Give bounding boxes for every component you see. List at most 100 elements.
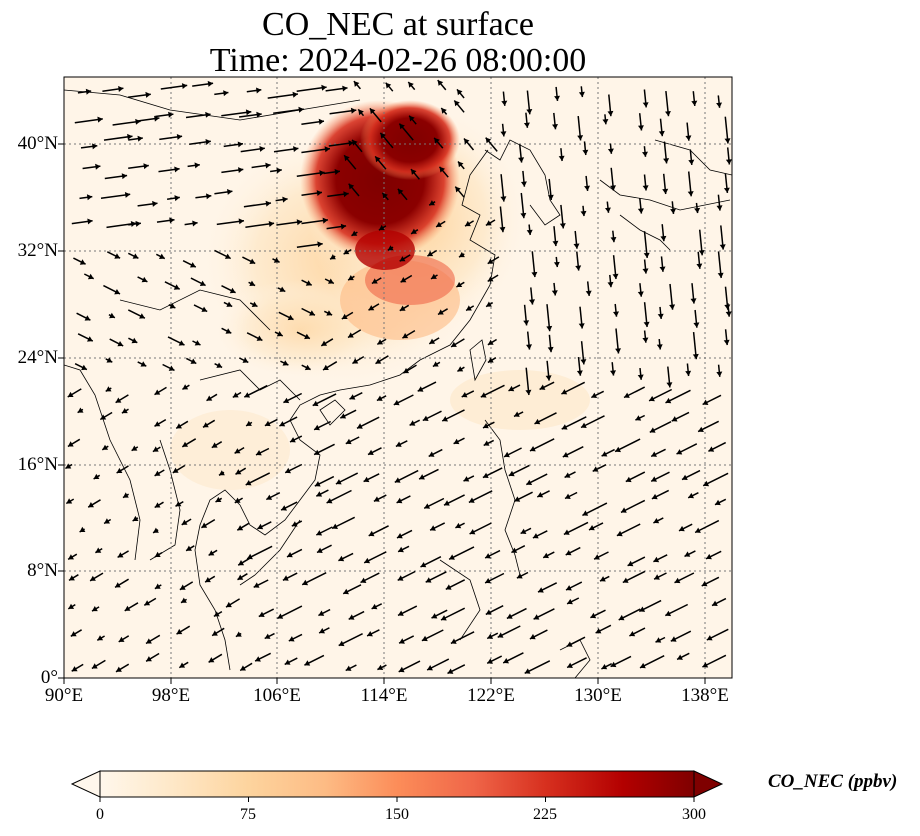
wind-arrow-head <box>205 111 211 118</box>
wind-arrow-head <box>520 212 527 219</box>
wind-arrow-head <box>497 632 504 638</box>
wind-arrow-head <box>256 87 262 94</box>
wind-arrow-head <box>68 603 75 609</box>
wind-arrow-head <box>77 407 84 413</box>
wind-arrow-head <box>523 320 530 326</box>
wind-arrow-head <box>238 167 244 173</box>
wind-arrow-head <box>409 115 415 122</box>
wind-arrow-head <box>455 522 462 529</box>
wind-arrow-head <box>612 273 619 279</box>
wind-arrow-head <box>483 423 489 429</box>
wind-arrow-head <box>208 657 215 663</box>
wind-arrow-head <box>317 547 323 553</box>
wind-arrow-head <box>677 654 683 660</box>
wind-arrow-head <box>531 271 538 278</box>
wind-arrow-head <box>176 423 182 429</box>
wind-arrow-head <box>487 276 494 282</box>
wind-arrow-head <box>499 226 506 233</box>
wind-arrow-head <box>173 284 180 290</box>
wind-arrow-head <box>369 108 376 115</box>
wind-arrow-head <box>152 446 159 452</box>
wind-arrow-head <box>666 382 673 388</box>
wind-arrow-head <box>395 441 402 447</box>
wind-arrow-head <box>256 111 262 118</box>
lat-tick-label: 40°N <box>17 133 58 154</box>
wind-arrow-head <box>400 277 407 283</box>
wind-arrow-head <box>530 446 536 452</box>
wind-arrow-head <box>340 413 347 419</box>
wind-arrow-head <box>237 525 244 531</box>
wind-arrow-head <box>468 497 475 503</box>
wind-arrow-head <box>402 333 409 339</box>
wind-arrow-head <box>348 332 354 338</box>
wind-arrow-head <box>92 606 98 612</box>
wind-arrow-head <box>561 389 568 395</box>
wind-arrow-head <box>500 131 507 137</box>
lat-tick-label: 24°N <box>17 347 58 368</box>
wind-arrow-head <box>465 220 471 227</box>
wind-arrow-head <box>208 550 215 556</box>
wind-arrow-head <box>561 424 568 430</box>
wind-arrow-head <box>430 525 436 531</box>
wind-arrow-head <box>627 560 634 567</box>
wind-arrow-head <box>279 421 286 427</box>
wind-arrow-head <box>265 162 271 169</box>
wind-arrow-head <box>694 207 701 214</box>
wind-arrow-head <box>424 503 431 509</box>
wind-arrow-head <box>693 322 700 328</box>
wind-arrow-head <box>224 253 231 259</box>
wind-arrow-head <box>304 660 311 666</box>
wind-arrow-head <box>352 358 359 364</box>
wind-arrow-head <box>660 235 667 242</box>
wind-arrow-head <box>314 449 320 455</box>
wind-arrow-head <box>215 496 222 502</box>
wind-arrow-head <box>716 205 723 211</box>
wind-arrow-head <box>353 81 360 87</box>
wind-arrow-head <box>139 313 145 319</box>
wind-arrow-head <box>690 298 697 304</box>
wind-arrow-head <box>461 392 468 398</box>
wind-arrow-head <box>116 467 123 473</box>
wind-arrow-head <box>580 210 587 217</box>
wind-arrow-head <box>334 169 340 175</box>
lat-tick-label: 32°N <box>17 240 58 261</box>
wind-arrow-head <box>287 314 294 321</box>
wind-arrow-head <box>483 440 490 446</box>
wind-arrow-head <box>436 221 442 227</box>
wind-arrow-head <box>330 254 336 260</box>
wind-arrow-head <box>545 375 552 381</box>
wind-arrow-head <box>526 109 533 115</box>
wind-arrow-head <box>115 582 121 588</box>
wind-arrow-head <box>319 628 325 634</box>
wind-arrow-head <box>610 370 616 376</box>
wind-arrow-head <box>314 481 321 487</box>
wind-arrow-head <box>146 638 152 644</box>
wind-arrow-head <box>348 614 355 620</box>
wind-arrow-head <box>357 423 363 429</box>
wind-arrow-head <box>87 336 93 342</box>
wind-arrow-head <box>90 575 96 581</box>
wind-arrow-head <box>127 133 133 140</box>
wind-arrow-head <box>121 408 128 414</box>
wind-arrow-head <box>298 106 304 113</box>
wind-arrow-head <box>456 281 463 287</box>
wind-arrow-head <box>665 111 671 117</box>
wind-arrow-head <box>79 526 86 532</box>
lon-tick-label: 138°E <box>681 685 729 706</box>
wind-arrow-head <box>691 100 698 106</box>
wind-arrow-head <box>264 420 271 427</box>
wind-arrow-head <box>665 610 672 617</box>
wind-arrow-head <box>154 583 161 589</box>
wind-arrow-head <box>639 606 646 612</box>
wind-arrow-head <box>525 389 532 395</box>
wind-arrow-head <box>264 633 271 639</box>
colorbar-label: CO_NEC (ppbv) <box>768 771 898 792</box>
wind-arrow-head <box>240 665 246 671</box>
wind-arrow-head <box>658 130 665 137</box>
wind-arrow-head <box>68 554 74 560</box>
wind-arrow-head <box>199 280 206 286</box>
wind-arrow-head <box>520 528 527 534</box>
wind-arrow-head <box>123 492 129 498</box>
wind-arrow-head <box>97 116 103 123</box>
wind-arrow-head <box>637 291 644 297</box>
